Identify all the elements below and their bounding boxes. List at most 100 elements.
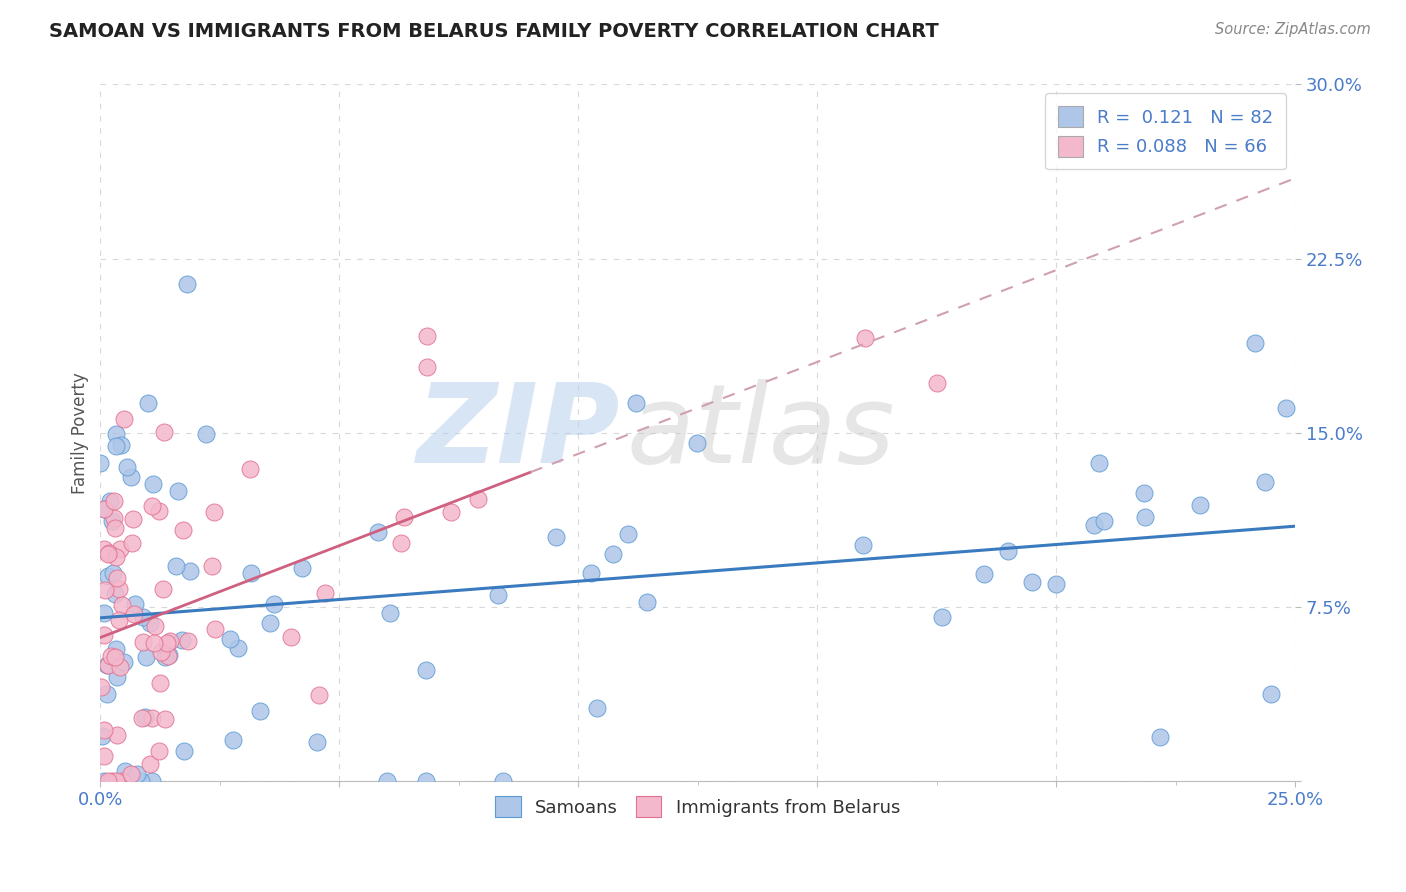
Point — [110, 438, 132, 452]
Text: SAMOAN VS IMMIGRANTS FROM BELARUS FAMILY POVERTY CORRELATION CHART: SAMOAN VS IMMIGRANTS FROM BELARUS FAMILY… — [49, 22, 939, 41]
Point — [104, 550, 127, 565]
Point — [157, 648, 180, 662]
Point — [103, 566, 125, 581]
Point — [305, 735, 328, 749]
Point — [1133, 510, 1156, 524]
Point — [152, 582, 174, 596]
Point — [105, 570, 128, 584]
Legend: Samoans, Immigrants from Belarus: Samoans, Immigrants from Belarus — [488, 789, 907, 824]
Point — [636, 595, 658, 609]
Point — [392, 510, 415, 524]
Point — [143, 636, 166, 650]
Point — [149, 645, 172, 659]
Point — [89, 456, 111, 470]
Point — [141, 710, 163, 724]
Point — [129, 774, 152, 789]
Point — [416, 328, 439, 343]
Point — [1045, 576, 1067, 591]
Point — [148, 503, 170, 517]
Text: atlas: atlas — [626, 379, 894, 486]
Point — [103, 511, 125, 525]
Point — [492, 774, 515, 789]
Point — [132, 634, 155, 648]
Point — [125, 767, 148, 781]
Point — [852, 538, 875, 552]
Point — [141, 774, 163, 789]
Point — [90, 729, 112, 743]
Point — [165, 559, 187, 574]
Point — [103, 649, 125, 664]
Point — [176, 277, 198, 291]
Point — [1244, 335, 1267, 350]
Point — [148, 744, 170, 758]
Point — [104, 439, 127, 453]
Point — [115, 460, 138, 475]
Point — [221, 733, 243, 747]
Point — [108, 541, 131, 556]
Point — [1087, 456, 1109, 470]
Point — [179, 564, 201, 578]
Point — [104, 521, 127, 535]
Point — [1083, 517, 1105, 532]
Point — [90, 680, 112, 694]
Point — [201, 559, 224, 574]
Point — [925, 376, 948, 391]
Point — [1188, 498, 1211, 512]
Point — [249, 704, 271, 718]
Point — [97, 774, 120, 789]
Point — [218, 632, 240, 647]
Point — [1133, 485, 1156, 500]
Point — [486, 588, 509, 602]
Point — [141, 499, 163, 513]
Point — [177, 634, 200, 648]
Point — [110, 660, 132, 674]
Point — [156, 648, 179, 663]
Point — [139, 615, 162, 630]
Point — [121, 535, 143, 549]
Point — [136, 395, 159, 409]
Point — [112, 412, 135, 426]
Point — [1021, 575, 1043, 590]
Point — [120, 766, 142, 780]
Point — [97, 547, 120, 561]
Point — [97, 657, 120, 672]
Point — [853, 331, 876, 345]
Point — [259, 616, 281, 631]
Point — [204, 622, 226, 636]
Point — [202, 505, 225, 519]
Point — [173, 744, 195, 758]
Point — [124, 598, 146, 612]
Point — [686, 435, 709, 450]
Point — [93, 583, 115, 598]
Point — [122, 512, 145, 526]
Point — [375, 774, 398, 789]
Point — [139, 756, 162, 771]
Point — [602, 547, 624, 561]
Point — [415, 774, 437, 789]
Point — [97, 546, 120, 560]
Point — [624, 396, 647, 410]
Point — [105, 670, 128, 684]
Point — [440, 505, 463, 519]
Point — [415, 359, 437, 374]
Point — [291, 560, 314, 574]
Point — [100, 774, 122, 789]
Point — [98, 493, 121, 508]
Point — [135, 650, 157, 665]
Point — [263, 597, 285, 611]
Point — [1149, 730, 1171, 744]
Point — [111, 774, 134, 789]
Point — [132, 610, 155, 624]
Point — [131, 711, 153, 725]
Point — [239, 462, 262, 476]
Point — [389, 536, 412, 550]
Point — [973, 566, 995, 581]
Point — [415, 663, 437, 677]
Point — [142, 477, 165, 491]
Point — [172, 632, 194, 647]
Point — [240, 566, 263, 580]
Point — [172, 523, 194, 537]
Point — [93, 502, 115, 516]
Point — [166, 483, 188, 498]
Point — [1092, 514, 1115, 528]
